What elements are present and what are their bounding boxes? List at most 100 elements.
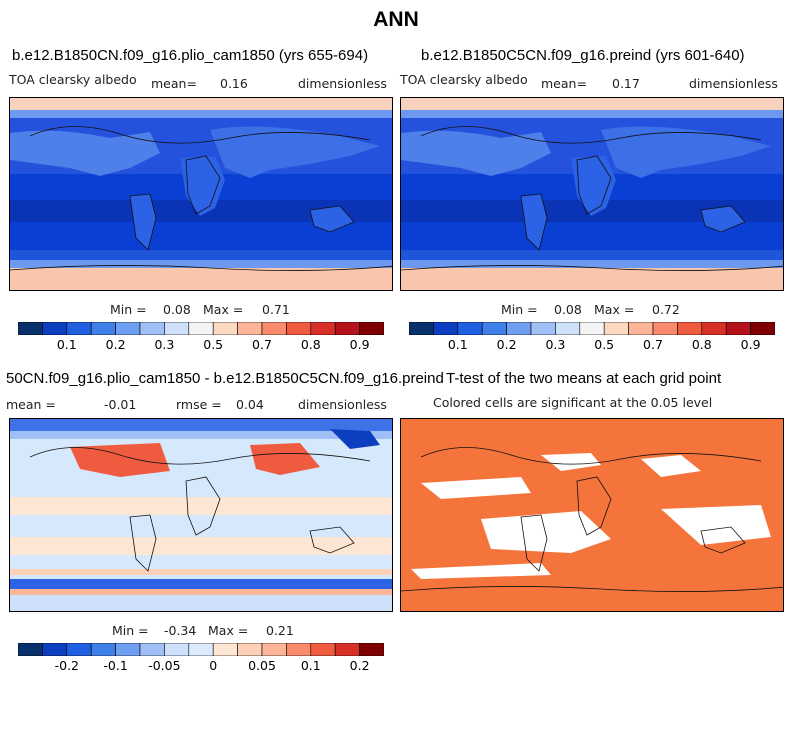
colorbar-swatch <box>17 321 43 336</box>
colorbar-tick-label: 0.9 <box>740 337 761 352</box>
panel3-max-value: 0.21 <box>266 623 294 638</box>
panel1-variable: TOA clearsky albedo <box>9 72 137 87</box>
panel2-max-label: Max = <box>594 302 635 317</box>
colorbar-tick-label: -0.2 <box>54 658 79 673</box>
colorbar-swatch <box>42 321 68 336</box>
colorbar-tick-label: 0.1 <box>300 658 321 673</box>
panel4-title: T-test of the two means at each grid poi… <box>446 370 722 387</box>
colorbar-swatch <box>139 642 165 657</box>
colorbar-tick-label: 0.7 <box>252 337 272 352</box>
colorbar-tick-label: 0 <box>209 658 218 673</box>
panel3-rmse-value: 0.04 <box>236 397 264 412</box>
panel1-mean-value: 0.16 <box>220 76 248 91</box>
colorbar-swatch <box>506 321 532 336</box>
panel2-min-value: 0.08 <box>554 302 582 317</box>
colorbar-svg <box>17 321 385 336</box>
colorbar-swatch <box>66 642 92 657</box>
colorbar-swatch <box>433 321 459 336</box>
panel2-units: dimensionless <box>689 76 778 91</box>
panel1-max-value: 0.71 <box>262 302 290 317</box>
panel3-min-label: Min = <box>112 623 149 638</box>
colorbar-swatch <box>90 321 116 336</box>
colorbar-swatch <box>359 642 385 657</box>
colorbar-swatch <box>286 642 312 657</box>
colorbar-swatch <box>310 642 336 657</box>
colorbar-swatch <box>188 642 214 657</box>
panel1-min-value: 0.08 <box>163 302 191 317</box>
colorbar-tick-label: 0.9 <box>349 337 370 352</box>
colorbar-swatch <box>164 642 190 657</box>
panel3-rmse-label: rmse = <box>176 397 222 412</box>
colorbar-tick-label: 0.3 <box>154 337 175 352</box>
panel2-mean-value: 0.17 <box>612 76 640 91</box>
colorbar-tick-label: -0.1 <box>103 658 128 673</box>
colorbar-swatch <box>530 321 556 336</box>
colorbar-swatch <box>359 321 385 336</box>
colorbar-swatch <box>164 321 190 336</box>
colorbar-svg <box>408 321 776 336</box>
colorbar-swatch <box>457 321 483 336</box>
panel4-subtitle: Colored cells are significant at the 0.0… <box>433 395 713 410</box>
colorbar-tick-label: -0.05 <box>148 658 181 673</box>
panel2-colorbar: 0.1 0.2 0.3 0.5 0.7 0.8 0.9 <box>408 321 776 352</box>
colorbar-tick-label: 0.2 <box>105 337 126 352</box>
colorbar-swatch <box>628 321 654 336</box>
panel3-min-value: -0.34 <box>164 623 197 638</box>
colorbar-tick-label: 0.2 <box>496 337 517 352</box>
panel3-mean-value: -0.01 <box>104 397 137 412</box>
colorbar-tick-label: 0.7 <box>643 337 663 352</box>
figure-title: ANN <box>373 8 419 31</box>
panel2-variable: TOA clearsky albedo <box>400 72 528 87</box>
colorbar-swatch <box>750 321 776 336</box>
colorbar-swatch <box>555 321 581 336</box>
colorbar-svg <box>17 642 385 657</box>
panel3-map <box>9 418 393 612</box>
panel3-units: dimensionless <box>298 397 387 412</box>
colorbar-swatch <box>261 321 287 336</box>
panel3-max-label: Max = <box>208 623 249 638</box>
colorbar-tick-label: 0.5 <box>203 337 224 352</box>
colorbar-tick-label: 0.1 <box>56 337 77 352</box>
colorbar-tick-label: 0.3 <box>545 337 566 352</box>
colorbar-tick-label: 0.8 <box>300 337 321 352</box>
colorbar-swatch <box>115 642 141 657</box>
panel1-mean-label: mean= <box>151 76 197 91</box>
panel2-min-label: Min = <box>501 302 538 317</box>
colorbar-swatch <box>212 642 238 657</box>
panel1-map <box>9 97 393 291</box>
colorbar-swatch <box>334 321 360 336</box>
panel1-units: dimensionless <box>298 76 387 91</box>
colorbar-swatch <box>408 321 434 336</box>
colorbar-swatch <box>237 321 263 336</box>
colorbar-swatch <box>701 321 727 336</box>
colorbar-tick-label: 0.5 <box>594 337 615 352</box>
colorbar-swatch <box>579 321 605 336</box>
colorbar-swatch <box>261 642 287 657</box>
colorbar-swatch <box>334 642 360 657</box>
panel1-colorbar: 0.1 0.2 0.3 0.5 0.7 0.8 0.9 <box>17 321 385 352</box>
colorbar-swatch <box>725 321 751 336</box>
panel2-title: b.e12.B1850C5CN.f09_g16.preind (yrs 601-… <box>421 47 745 64</box>
panel1-title: b.e12.B1850CN.f09_g16.plio_cam1850 (yrs … <box>12 47 369 64</box>
panel2-map <box>400 97 784 291</box>
colorbar-tick-label: 0.2 <box>349 658 370 673</box>
panel2-max-value: 0.72 <box>652 302 680 317</box>
panel1-min-label: Min = <box>110 302 147 317</box>
colorbar-swatch <box>66 321 92 336</box>
colorbar-swatch <box>17 642 43 657</box>
panel2-mean-label: mean= <box>541 76 587 91</box>
colorbar-swatch <box>115 321 141 336</box>
panel3-title: 50CN.f09_g16.plio_cam1850 - b.e12.B1850C… <box>6 370 444 387</box>
colorbar-tick-label: 0.8 <box>691 337 712 352</box>
colorbar-swatch <box>481 321 507 336</box>
colorbar-swatch <box>286 321 312 336</box>
colorbar-swatch <box>188 321 214 336</box>
colorbar-swatch <box>310 321 336 336</box>
colorbar-tick-label: 0.05 <box>248 658 276 673</box>
colorbar-tick-label: 0.1 <box>447 337 468 352</box>
colorbar-swatch <box>90 642 116 657</box>
colorbar-swatch <box>237 642 263 657</box>
panel3-colorbar: -0.2 -0.1 -0.05 0 0.05 0.1 0.2 <box>17 642 385 673</box>
colorbar-swatch <box>139 321 165 336</box>
colorbar-swatch <box>42 642 68 657</box>
